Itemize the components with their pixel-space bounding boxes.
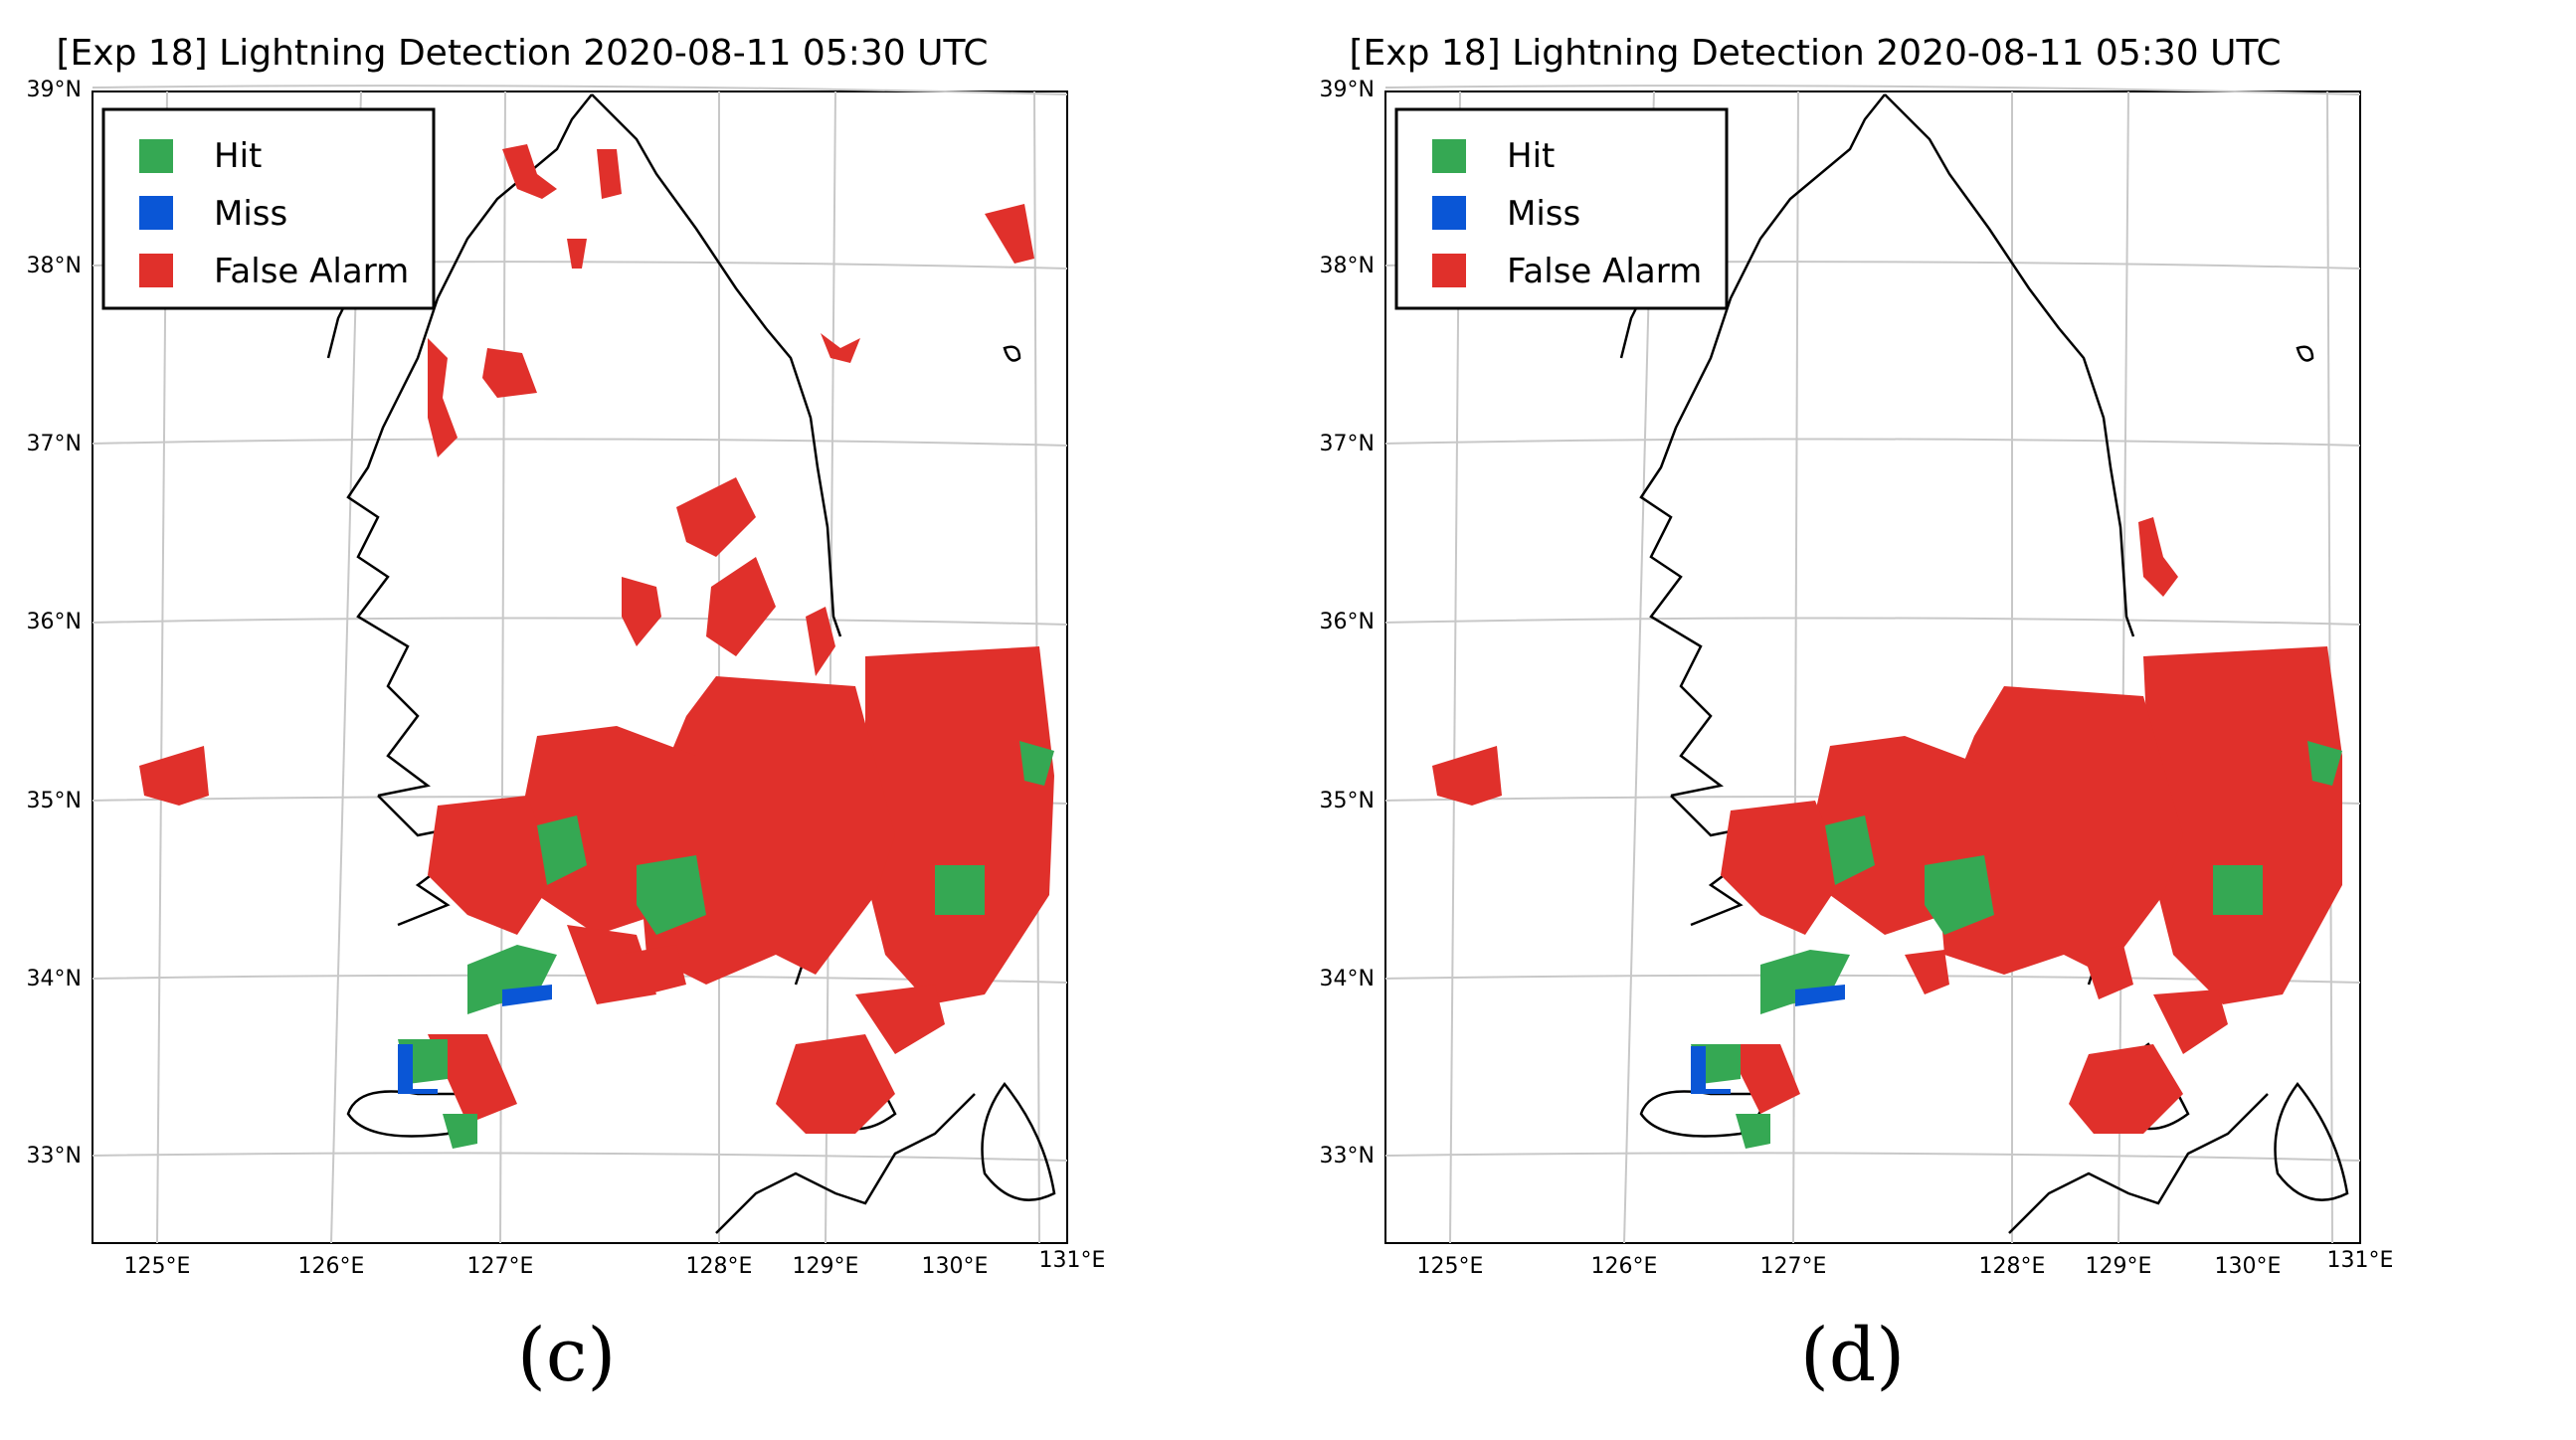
miss-cells (398, 985, 552, 1094)
map-c: [Exp 18] Lightning Detection 2020-08-11 … (27, 33, 1106, 1279)
lat-label: 33°N (27, 1144, 82, 1169)
panel-d: [Exp 18] Lightning Detection 2020-08-11 … (1288, 0, 2576, 1440)
lon-label: 129°E (2086, 1254, 2152, 1279)
lon-label: 131°E (1039, 1248, 1106, 1273)
graticule (1384, 85, 2361, 1244)
lat-label: 35°N (27, 789, 82, 813)
legend-false-alarm: False Alarm (214, 252, 409, 291)
lon-label: 128°E (1979, 1254, 2046, 1279)
lon-label: 127°E (467, 1254, 534, 1279)
lat-label: 36°N (27, 610, 82, 634)
lon-labels: 125°E 126°E 127°E 128°E 129°E 130°E 131°… (1417, 1248, 2394, 1279)
lat-labels: 39°N 38°N 37°N 36°N 35°N 34°N 33°N (1320, 78, 1375, 1169)
lat-label: 37°N (1320, 432, 1375, 456)
legend-hit: Hit (1507, 136, 1555, 176)
lon-label: 125°E (1417, 1254, 1484, 1279)
map-d: [Exp 18] Lightning Detection 2020-08-11 … (1320, 33, 2394, 1279)
false-alarm-cells (139, 144, 1054, 1134)
miss-cells (1691, 985, 1845, 1094)
lat-label: 39°N (27, 78, 82, 102)
lon-label: 127°E (1760, 1254, 1827, 1279)
lon-labels: 125°E 126°E 127°E 128°E 129°E 130°E 131°… (124, 1248, 1106, 1279)
lat-label: 39°N (1320, 78, 1375, 102)
lon-label: 126°E (1591, 1254, 1658, 1279)
lat-labels: 39°N 38°N 37°N 36°N 35°N 34°N 33°N (27, 78, 82, 1169)
sublabel-c: (c) (517, 1313, 617, 1398)
lat-label: 34°N (27, 967, 82, 991)
legend: Hit Miss False Alarm (1394, 107, 1729, 310)
lon-label: 130°E (922, 1254, 989, 1279)
lat-label: 35°N (1320, 789, 1375, 813)
legend-false-alarm: False Alarm (1507, 252, 1702, 291)
lon-label: 129°E (793, 1254, 859, 1279)
lat-label: 38°N (27, 254, 82, 278)
sublabel-d: (d) (1800, 1313, 1906, 1398)
legend-miss: Miss (1507, 194, 1580, 234)
legend-miss: Miss (214, 194, 287, 234)
map-title: [Exp 18] Lightning Detection 2020-08-11 … (1349, 33, 2281, 74)
lon-label: 131°E (2327, 1248, 2394, 1273)
lat-label: 33°N (1320, 1144, 1375, 1169)
lon-label: 126°E (298, 1254, 365, 1279)
lon-label: 128°E (686, 1254, 753, 1279)
lat-label: 34°N (1320, 967, 1375, 991)
legend: Hit Miss False Alarm (101, 107, 436, 310)
lon-label: 125°E (124, 1254, 191, 1279)
lon-label: 130°E (2215, 1254, 2282, 1279)
panel-c: [Exp 18] Lightning Detection 2020-08-11 … (27, 33, 1106, 1398)
lat-label: 37°N (27, 432, 82, 456)
map-title: [Exp 18] Lightning Detection 2020-08-11 … (56, 33, 988, 74)
hit-cells (1691, 741, 2342, 1149)
false-alarm-cells (1432, 517, 2342, 1134)
lat-label: 36°N (1320, 610, 1375, 634)
legend-hit: Hit (214, 136, 262, 176)
lat-label: 38°N (1320, 254, 1375, 278)
